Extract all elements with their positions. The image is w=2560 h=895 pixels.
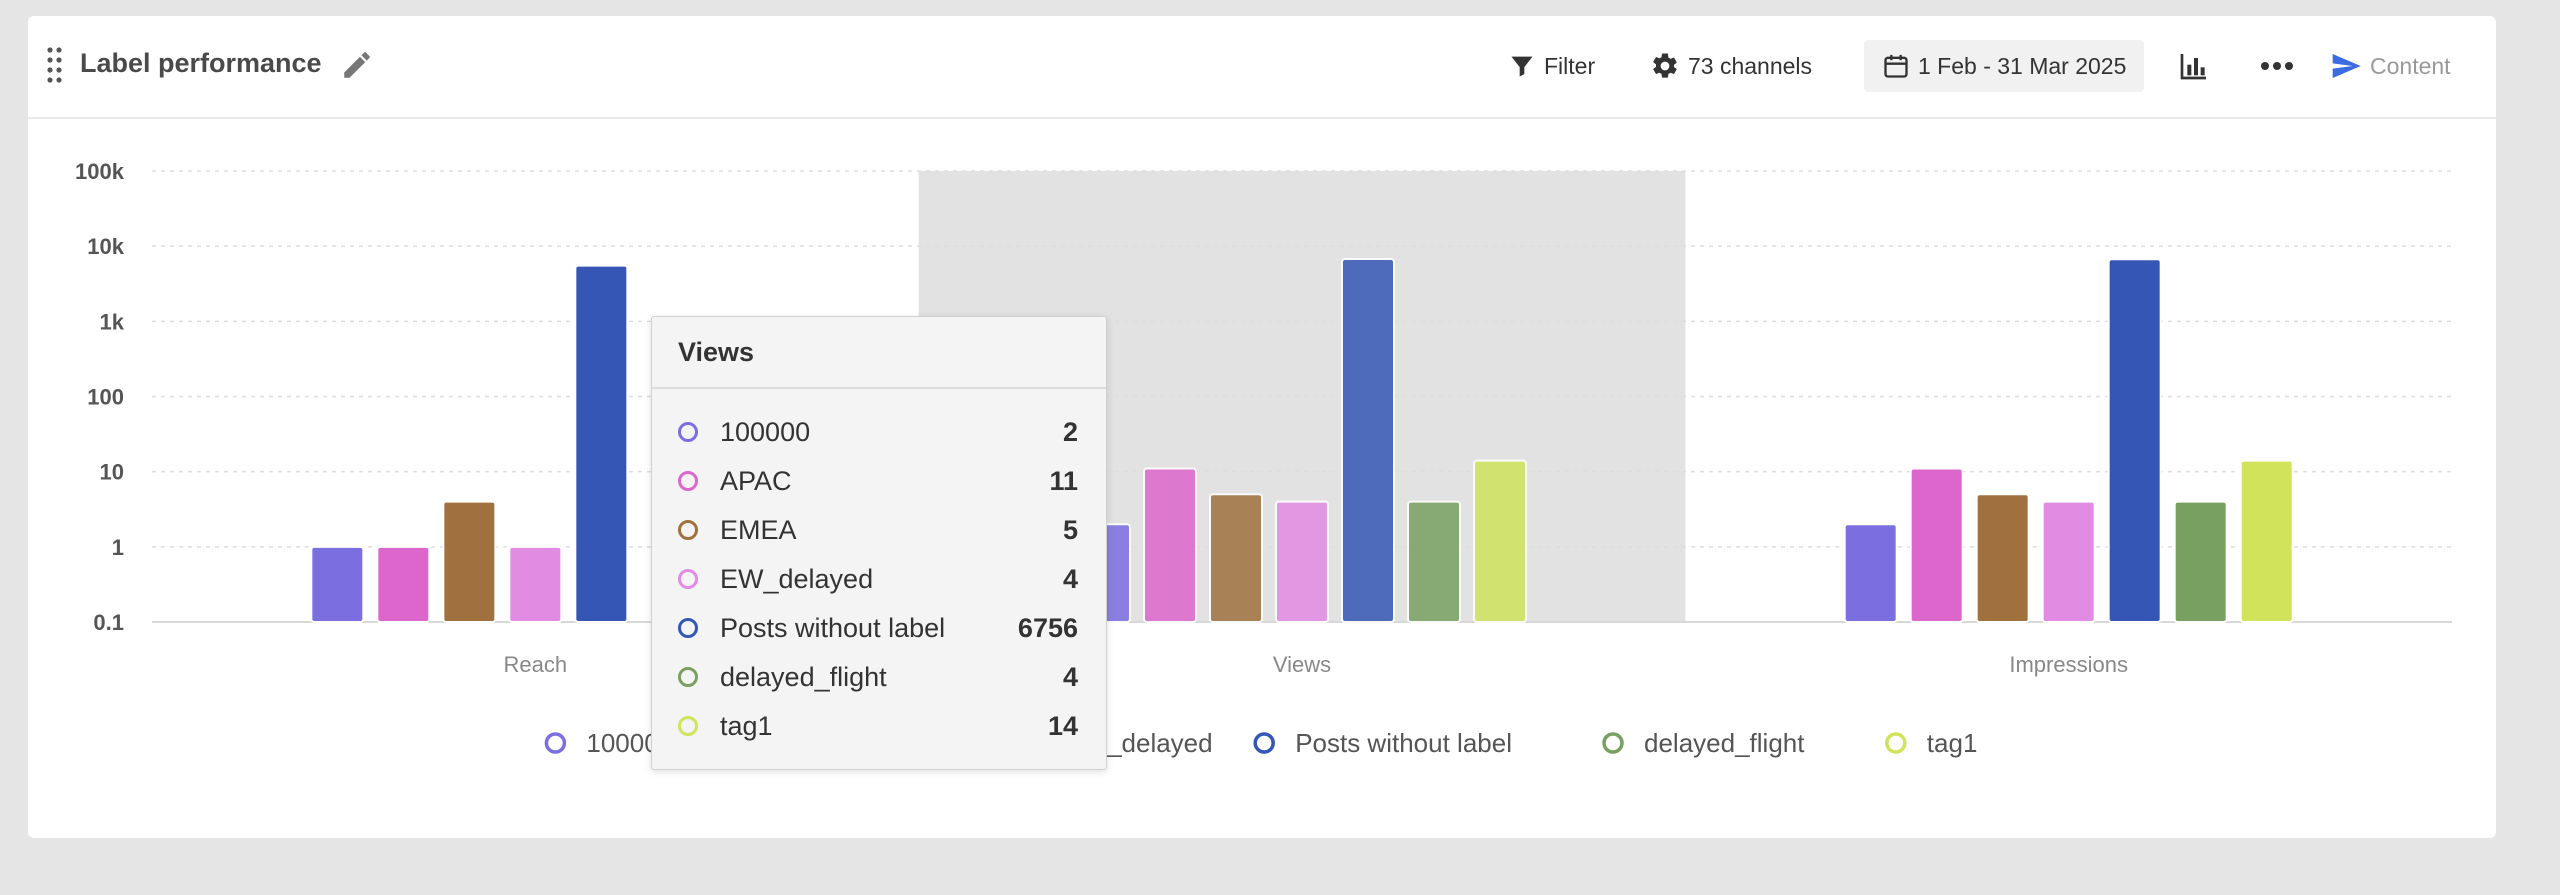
bar-tag1	[1473, 459, 1527, 623]
bar-emea	[1975, 493, 2030, 624]
tooltip-row-label: 100000	[720, 416, 811, 447]
bar-posts-without-label	[1341, 257, 1395, 623]
tooltip-row-value: 4	[1062, 563, 1078, 594]
bar-ew-delayed	[2041, 500, 2096, 623]
tooltip-row: EMEA 5	[678, 510, 1078, 550]
bar-ew-delayed	[508, 545, 563, 623]
series-marker-icon	[678, 618, 698, 638]
tooltip-row: tag1 14	[678, 706, 1078, 746]
label-performance-card: Label performance Filter 73 channels 1 F…	[28, 16, 2496, 838]
drag-handle-icon[interactable]	[46, 46, 64, 86]
tooltip-title: Views	[678, 337, 755, 367]
bar-100000	[1843, 523, 1898, 623]
tooltip-row: Posts without label 6756	[678, 608, 1078, 648]
channels-button[interactable]: 73 channels	[1650, 46, 1812, 86]
filter-icon	[1511, 56, 1533, 77]
send-icon	[2332, 54, 2361, 78]
bar-delayed-flight	[1407, 500, 1461, 623]
tooltip-row: delayed_flight 4	[678, 657, 1078, 697]
label-performance-chart: 0.1 1 10 100 1k 10k 100k Reach Views Impressions 1…	[75, 159, 2452, 758]
content-button[interactable]: Content	[2330, 46, 2451, 86]
more-options-button[interactable]	[2260, 46, 2302, 86]
y-tick-label: 1	[112, 535, 124, 560]
content-label: Content	[2370, 52, 2451, 79]
pencil-icon[interactable]	[340, 48, 374, 82]
y-tick-label: 10	[100, 460, 124, 485]
x-category-label: Reach	[504, 652, 568, 677]
bar-tag1	[2239, 459, 2294, 623]
bar-emea	[1209, 493, 1263, 624]
tooltip-row-label: delayed_flight	[720, 661, 887, 692]
channels-label: 73 channels	[1688, 52, 1813, 79]
legend-label: delayed_flight	[1644, 728, 1805, 758]
filter-button[interactable]: Filter	[1508, 46, 1595, 86]
bar-emea	[442, 500, 497, 623]
series-marker-icon	[678, 667, 698, 687]
series-marker-icon	[678, 422, 698, 442]
bar-ew-delayed	[1275, 500, 1329, 623]
widget-title: Label performance	[80, 48, 322, 78]
tooltip-row: EW_delayed 4	[678, 559, 1078, 599]
tooltip-row-label: tag1	[720, 710, 773, 741]
date-range-label: 1 Feb - 31 Mar 2025	[1918, 52, 2127, 79]
tooltip-row-label: APAC	[720, 465, 792, 496]
y-tick-label: 100	[87, 385, 124, 410]
tooltip-row-value: 4	[1062, 661, 1078, 692]
x-category-label: Views	[1273, 652, 1331, 677]
bar-posts-without-label	[2107, 258, 2162, 623]
calendar-icon	[1884, 54, 1908, 78]
series-marker-icon	[678, 471, 698, 491]
tooltip-row-label: Posts without label	[720, 612, 946, 643]
series-marker-icon	[678, 716, 698, 736]
y-tick-label: 100k	[75, 159, 125, 184]
legend-marker	[1602, 732, 1624, 754]
tooltip-row-value: 2	[1062, 416, 1078, 447]
bar-delayed-flight	[2173, 500, 2228, 623]
legend-marker	[1885, 732, 1907, 754]
series-marker-icon	[678, 569, 698, 589]
bar-apac	[376, 545, 431, 623]
legend-marker	[544, 732, 567, 754]
series-marker-icon	[678, 520, 698, 540]
tooltip-row-value: 5	[1062, 514, 1078, 545]
y-tick-label: 1k	[100, 309, 125, 334]
more-icon	[2261, 62, 2293, 70]
tooltip-row-value: 6756	[1017, 612, 1078, 643]
chart-type-button[interactable]	[2178, 46, 2218, 86]
tooltip-divider	[652, 387, 1106, 389]
tooltip-row-value: 14	[1047, 710, 1078, 741]
tooltip-row: 100000 2	[678, 412, 1078, 452]
bar-chart-icon	[2180, 54, 2206, 80]
bar-apac	[1909, 467, 1964, 624]
tooltip-row-value: 11	[1049, 465, 1078, 496]
legend-label: tag1	[1927, 728, 1978, 758]
tooltip-row-label: EW_delayed	[720, 563, 874, 594]
y-tick-label: 10k	[87, 234, 124, 259]
tooltip-row: APAC 11	[678, 461, 1078, 501]
chart-tooltip: Views 100000 2 APAC 11 EMEA 5 EW_delayed 4 Posts…	[651, 316, 1107, 770]
date-range-picker[interactable]: 1 Feb - 31 Mar 2025	[1864, 40, 2145, 92]
tooltip-row-label: EMEA	[720, 514, 797, 545]
y-tick-label: 0.1	[93, 610, 124, 635]
legend-label: Posts without label	[1295, 728, 1512, 758]
filter-label: Filter	[1544, 52, 1596, 79]
legend-marker	[1253, 732, 1275, 754]
bar-100000	[310, 545, 365, 623]
bar-posts-without-label	[574, 264, 629, 623]
gear-icon	[1653, 53, 1677, 78]
bar-apac	[1143, 467, 1197, 624]
x-category-label: Impressions	[2009, 652, 2128, 677]
card-header: Label performance Filter 73 channels 1 F…	[28, 16, 2496, 119]
